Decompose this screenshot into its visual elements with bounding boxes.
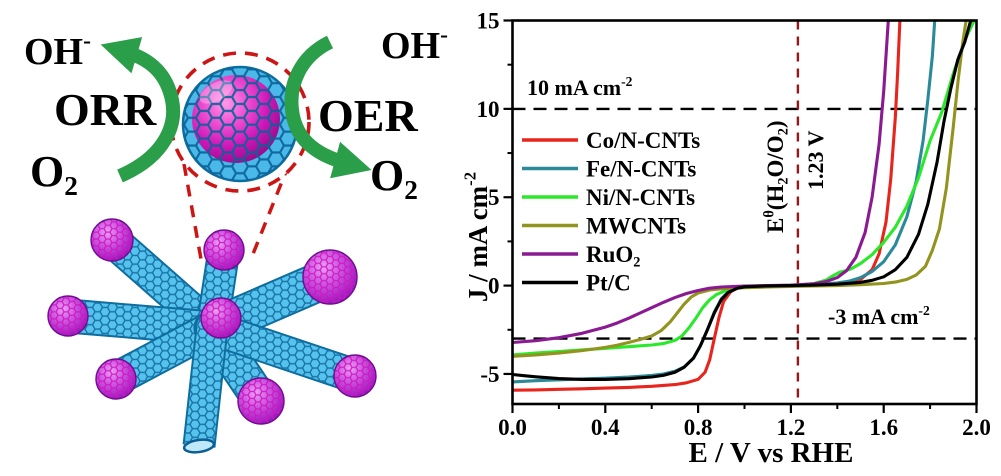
x-tick-label: 1.2 — [777, 415, 806, 440]
legend-label-ni-n-cnts: Ni/N-CNTs — [586, 185, 695, 210]
zoom-callout — [169, 51, 311, 260]
axis-ticks: 0.0 0.4 0.8 1.2 1.6 2.0 -5 0 5 10 15 — [477, 9, 991, 441]
dashed-zoom-circle — [169, 51, 311, 193]
vline-equation-label: Eθ(H2O/O2) — [761, 120, 791, 233]
cnt-cluster — [47, 218, 377, 454]
legend-item-ni-n-cnts: Ni/N-CNTs — [522, 185, 695, 210]
specular-highlight — [199, 80, 233, 104]
graphene-mesh — [183, 67, 297, 181]
legend-item-fe-n-cnts: Fe/N-CNTs — [522, 157, 696, 182]
series-line-pt-c — [512, 20, 973, 381]
legend-item-ruo: RuO2 — [522, 242, 640, 271]
y-tick-label: 15 — [477, 9, 500, 34]
open-tube-rim — [182, 438, 216, 454]
x-tick-label: 1.6 — [869, 415, 898, 440]
legend-item-co-n-cnts: Co/N-CNTs — [522, 128, 700, 153]
x-tick-label: 0.0 — [498, 415, 527, 440]
legend-label-mwcnts: MWCNTs — [586, 214, 686, 239]
callout-line-left — [182, 163, 203, 260]
orr-label: ORR — [54, 84, 157, 135]
orr-arrow — [100, 37, 181, 183]
series-line-ruo — [512, 20, 890, 345]
hline-bottom-label: -3 mA cm-2 — [828, 303, 930, 329]
legend-label-co-n-cnts: Co/N-CNTs — [586, 128, 700, 153]
x-tick-label: 0.4 — [591, 415, 620, 440]
hydroxide-right-label: OH- — [381, 22, 448, 67]
vline-value-label: 1.23 V — [803, 130, 828, 190]
legend-label-ruo: RuO2 — [586, 242, 640, 271]
cnt-tip-nanoparticles — [47, 218, 377, 425]
plot-frame — [511, 19, 978, 406]
legend-item-mwcnts: MWCNTs — [522, 214, 686, 239]
y-tick-label: 0 — [488, 274, 500, 299]
legend-label-pt-c: Pt/C — [586, 271, 631, 296]
y-axis-title: J / mA cm-2 — [461, 172, 493, 302]
encapsulated-nanoparticle — [181, 65, 299, 183]
oxygen-left-label: O2 — [30, 147, 78, 201]
data-curves — [512, 20, 976, 392]
y-tick-label: 5 — [488, 185, 500, 210]
orr-oer-diagram: OH- ORR O2 OH- OER O2 — [24, 22, 448, 454]
legend-item-pt-c: Pt/C — [522, 271, 631, 296]
lsv-chart: 0.0 0.4 0.8 1.2 1.6 2.0 -5 0 5 10 15 Co/N-CNTs Fe/N… — [461, 9, 991, 470]
hydroxide-left-label: OH- — [24, 28, 91, 73]
x-axis-title: E / V vs RHE — [689, 437, 854, 469]
y-tick-label: 10 — [477, 97, 500, 122]
callout-line-right — [249, 163, 291, 260]
legend-label-fe-n-cnts: Fe/N-CNTs — [586, 157, 696, 182]
y-tick-label: -5 — [480, 362, 499, 387]
legend: Co/N-CNTs Fe/N-CNTs Ni/N-CNTs MWCNTs RuO2Pt/… — [522, 128, 700, 296]
x-tick-label: 0.8 — [684, 415, 713, 440]
reference-lines — [512, 20, 977, 404]
oer-arrow — [284, 35, 372, 179]
oer-label: OER — [318, 90, 418, 141]
x-tick-label: 2.0 — [962, 415, 991, 440]
oxygen-right-label: O2 — [370, 151, 418, 205]
hline-top-label: 10 mA cm-2 — [527, 74, 633, 100]
